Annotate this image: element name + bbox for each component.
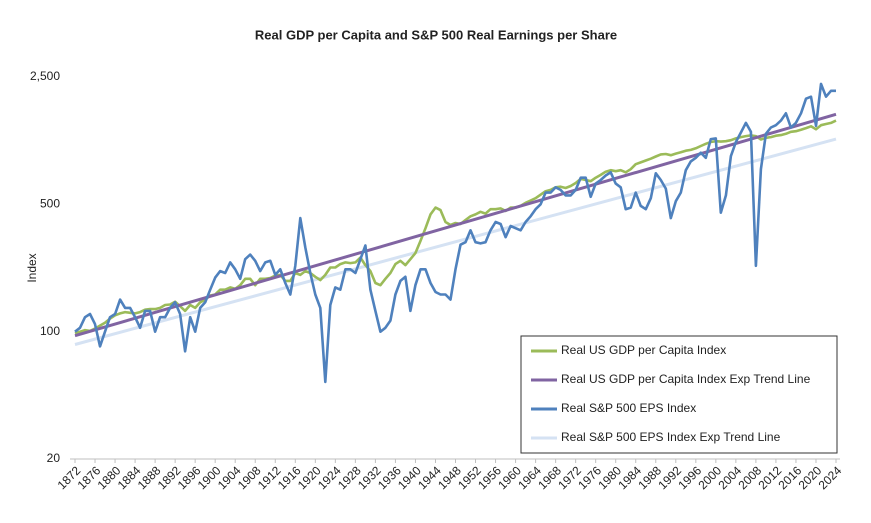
series-line	[74, 137, 837, 346]
y-tick-label: 100	[40, 324, 60, 338]
y-tick-label: 2,500	[30, 69, 60, 83]
x-tick-label: 2024	[816, 463, 845, 492]
chart-title: Real GDP per Capita and S&P 500 Real Ear…	[255, 27, 617, 42]
legend-box	[520, 335, 838, 454]
legend-label: Real US GDP per Capita Index	[561, 343, 726, 357]
y-tick-label: 20	[47, 451, 61, 465]
y-axis-title: Index	[25, 253, 39, 282]
y-tick-label: 500	[40, 197, 60, 211]
legend-label: Real US GDP per Capita Index Exp Trend L…	[561, 372, 811, 386]
legend-label: Real S&P 500 EPS Index	[561, 401, 696, 415]
series-line	[74, 82, 836, 384]
legend-label: Real S&P 500 EPS Index Exp Trend Line	[561, 430, 781, 444]
series-line	[74, 112, 837, 338]
